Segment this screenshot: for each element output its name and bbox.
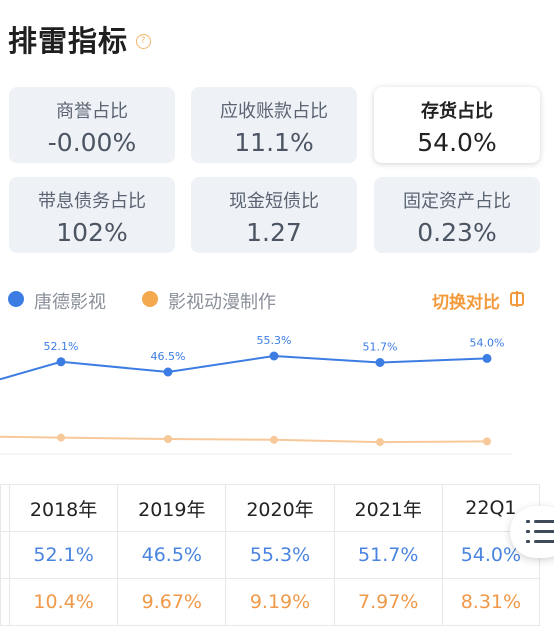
list-menu-icon-dot: [526, 530, 530, 533]
metric-card-interest-debt[interactable]: 带息债务占比 102%: [9, 177, 175, 253]
series-line: [0, 354, 488, 381]
page-title: 排雷指标 ?: [8, 18, 152, 60]
data-point[interactable]: [164, 435, 172, 443]
data-point[interactable]: [56, 357, 66, 367]
series-line: [0, 435, 488, 444]
list-menu-icon-line: [534, 520, 554, 523]
table-cell: 51.7%: [333, 531, 443, 579]
metric-card-cash-short-debt[interactable]: 现金短债比 1.27: [191, 177, 357, 253]
table-header-cell: 2020年: [225, 484, 335, 532]
metric-label: 带息债务占比: [38, 191, 146, 212]
data-point[interactable]: [57, 433, 65, 442]
help-icon[interactable]: ?: [136, 33, 152, 49]
data-point[interactable]: [163, 367, 173, 377]
data-point[interactable]: [482, 353, 492, 363]
data-label: 52.1%: [44, 340, 79, 353]
metric-value: 1.27: [246, 218, 302, 247]
metric-value: -0.00%: [47, 128, 137, 157]
data-point[interactable]: [483, 437, 491, 446]
metric-value: 0.23%: [417, 218, 497, 247]
metrics-table: 2018年 2019年 2020年 2021年 22Q1 52.1% 46.5%…: [0, 484, 541, 626]
metric-card-goodwill[interactable]: 商誉占比 -0.00%: [9, 87, 175, 163]
metric-card-receivables[interactable]: 应收账款占比 11.1%: [191, 87, 357, 163]
table-header-cell: 2018年: [8, 484, 119, 532]
table-cell: 8.31%: [441, 578, 541, 626]
list-menu-icon-line: [534, 530, 554, 533]
switch-compare-label: 切换对比: [432, 293, 500, 313]
metric-label: 固定资产占比: [403, 191, 511, 212]
table-header-cell: 2021年: [333, 484, 443, 532]
metric-value: 102%: [56, 218, 128, 247]
metric-label: 商誉占比: [56, 101, 128, 122]
metric-card-fixed-assets[interactable]: 固定资产占比 0.23%: [374, 177, 540, 253]
list-menu-button[interactable]: [510, 506, 554, 558]
table-cell: 9.67%: [117, 578, 227, 626]
metric-value: 54.0%: [417, 128, 497, 157]
table-cell: 9.19%: [225, 578, 335, 626]
table-header-cell: 2019年: [117, 484, 227, 532]
switch-compare-button[interactable]: 切换对比: [432, 288, 500, 313]
company-series: [0, 351, 492, 381]
list-menu-icon-line: [534, 540, 554, 543]
list-menu-icon-dot: [526, 540, 530, 543]
metric-card-inventory[interactable]: 存货占比 54.0%: [374, 87, 540, 163]
metric-label: 现金短债比: [229, 191, 319, 212]
table-cell: [0, 578, 10, 626]
data-label: 46.5%: [151, 350, 186, 363]
chart-legend: 唐德影视 影视动漫制作 切换对比: [0, 288, 554, 313]
data-point[interactable]: [376, 438, 384, 447]
data-labels: 52.1% 46.5% 55.3% 51.7% 54.0%: [44, 334, 505, 363]
table-row-company: 52.1% 46.5% 55.3% 51.7% 54.0%: [0, 531, 541, 579]
industry-legend-dot: [142, 291, 158, 307]
data-label: 55.3%: [257, 334, 292, 347]
list-menu-icon: [526, 520, 530, 523]
table-cell: [0, 484, 10, 532]
data-label: 51.7%: [363, 341, 398, 354]
data-point[interactable]: [269, 351, 279, 361]
company-legend-dot: [8, 291, 24, 307]
switch-icon[interactable]: [510, 290, 524, 308]
metric-value: 11.1%: [234, 128, 314, 157]
table-cell: [0, 531, 10, 579]
metric-label: 应收账款占比: [220, 101, 328, 122]
company-legend-label: 唐德影视: [34, 292, 106, 313]
line-chart: 52.1% 46.5% 55.3% 51.7% 54.0%: [0, 334, 512, 455]
table-row-industry: 10.4% 9.67% 9.19% 7.97% 8.31%: [0, 578, 541, 626]
table-cell: 10.4%: [8, 578, 119, 626]
table-header-row: 2018年 2019年 2020年 2021年 22Q1: [0, 484, 541, 532]
data-point[interactable]: [270, 435, 278, 444]
table-cell: 55.3%: [225, 531, 335, 579]
table-cell: 52.1%: [8, 531, 119, 579]
table-cell: 46.5%: [117, 531, 227, 579]
table-cell: 7.97%: [333, 578, 443, 626]
metric-label: 存货占比: [421, 101, 493, 122]
industry-legend-label: 影视动漫制作: [168, 292, 276, 313]
page-title-text: 排雷指标: [8, 24, 129, 58]
data-point[interactable]: [375, 358, 385, 367]
data-label: 54.0%: [470, 336, 505, 349]
industry-series: [0, 433, 491, 447]
